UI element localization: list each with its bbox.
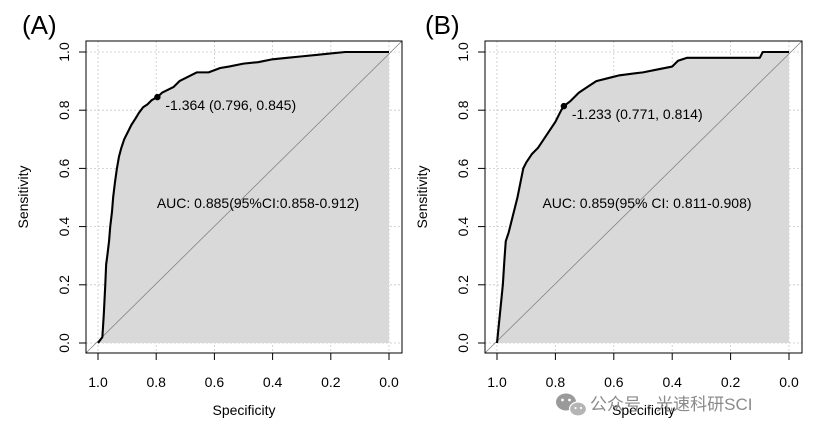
x-tick-label-a-5: 0.0	[379, 374, 399, 390]
y-tick-label-b-4: 0.8	[455, 100, 471, 120]
x-tick-label-a-1: 0.8	[146, 374, 166, 390]
y-tick-label-a-1: 0.2	[56, 275, 72, 295]
x-axis-title-b: Specificity	[612, 402, 675, 418]
y-axis-title-b: Sensitivity	[414, 165, 430, 228]
y-tick-label-a-0: 0.0	[56, 333, 72, 353]
x-axis-title-a: Specificity	[212, 402, 275, 418]
watermark-text: 公众号 · 光速科研SCI	[590, 395, 752, 414]
x-tick-label-b-0: 1.0	[487, 374, 507, 390]
roc-panel-b: 1.0 0.8 0.6 0.4 0.2 0.0 0.0 0.2 0.4 0.6 0.8 1.0 Spec…	[414, 10, 803, 418]
reference-diagonal-b	[484, 40, 803, 354]
roc-panel-a: 1.0 0.8 0.6 0.4 0.2 0.0 0.0 0.2 0.4 0.6 0.8 1.0 Spec…	[15, 10, 403, 418]
y-tick-label-b-3: 0.6	[455, 158, 471, 178]
panel-label-a: (A)	[22, 10, 57, 40]
y-tick-label-a-5: 1.0	[56, 42, 72, 62]
x-tick-label-a-4: 0.2	[321, 374, 341, 390]
x-tick-label-b-4: 0.2	[721, 374, 741, 390]
y-tick-label-b-5: 1.0	[455, 42, 471, 62]
threshold-point-a	[154, 93, 161, 101]
x-tick-label-a-0: 1.0	[88, 374, 108, 390]
wechat-icon	[556, 393, 588, 417]
y-tick-label-a-2: 0.4	[56, 217, 72, 237]
x-tick-label-b-5: 0.0	[779, 374, 799, 390]
y-tick-label-b-1: 0.2	[455, 275, 471, 295]
threshold-point-b	[560, 102, 568, 110]
y-tick-label-a-4: 0.8	[56, 100, 72, 120]
watermark: 公众号 · 光速科研SCI	[556, 393, 752, 417]
threshold-label-b: -1.233 (0.771, 0.814)	[572, 106, 703, 122]
reference-diagonal-a	[85, 40, 403, 354]
x-tick-label-b-3: 0.4	[662, 374, 682, 390]
panel-label-b: (B)	[425, 10, 460, 40]
threshold-label-a: -1.364 (0.796, 0.845)	[165, 97, 296, 113]
x-tick-label-a-3: 0.4	[263, 374, 283, 390]
y-tick-label-a-3: 0.6	[56, 158, 72, 178]
auc-label-a: AUC: 0.885(95%CI:0.858-0.912)	[157, 195, 359, 211]
y-tick-label-b-0: 0.0	[455, 333, 471, 353]
roc-curve-a	[97, 50, 389, 344]
y-tick-label-b-2: 0.4	[455, 217, 471, 237]
y-axis-title-a: Sensitivity	[15, 165, 31, 228]
x-tick-label-b-2: 0.6	[604, 374, 624, 390]
auc-label-b: AUC: 0.859(95% CI: 0.811-0.908)	[542, 195, 751, 211]
x-tick-label-a-2: 0.6	[205, 374, 225, 390]
x-tick-label-b-1: 0.8	[546, 374, 566, 390]
